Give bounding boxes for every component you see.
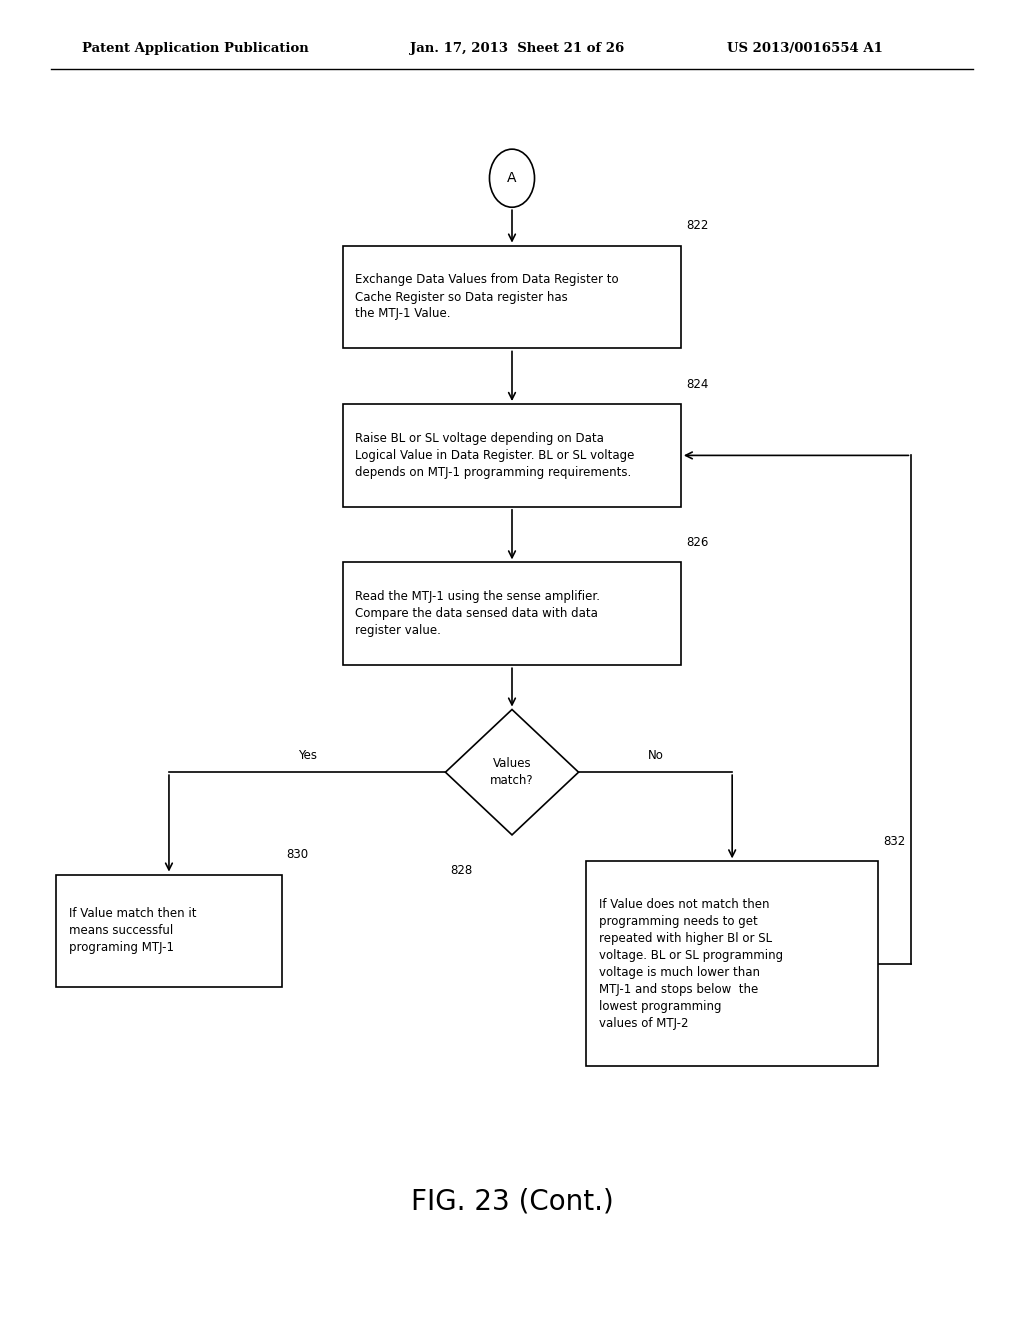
FancyBboxPatch shape bbox=[343, 562, 681, 665]
Text: Exchange Data Values from Data Register to
Cache Register so Data register has
t: Exchange Data Values from Data Register … bbox=[355, 273, 618, 321]
FancyBboxPatch shape bbox=[586, 861, 878, 1067]
Text: 832: 832 bbox=[883, 836, 905, 847]
Polygon shape bbox=[445, 710, 579, 836]
Text: Jan. 17, 2013  Sheet 21 of 26: Jan. 17, 2013 Sheet 21 of 26 bbox=[410, 42, 624, 55]
Text: FIG. 23 (Cont.): FIG. 23 (Cont.) bbox=[411, 1187, 613, 1216]
Circle shape bbox=[489, 149, 535, 207]
Text: No: No bbox=[647, 748, 664, 762]
Text: 826: 826 bbox=[686, 536, 709, 549]
Text: A: A bbox=[507, 172, 517, 185]
Text: 828: 828 bbox=[451, 865, 473, 876]
FancyBboxPatch shape bbox=[56, 874, 282, 987]
Text: Values
match?: Values match? bbox=[490, 758, 534, 787]
Text: If Value does not match then
programming needs to get
repeated with higher Bl or: If Value does not match then programming… bbox=[598, 898, 782, 1030]
Text: Read the MTJ-1 using the sense amplifier.
Compare the data sensed data with data: Read the MTJ-1 using the sense amplifier… bbox=[355, 590, 600, 638]
Text: 822: 822 bbox=[686, 219, 709, 232]
Text: US 2013/0016554 A1: US 2013/0016554 A1 bbox=[727, 42, 883, 55]
Text: 830: 830 bbox=[287, 849, 309, 862]
Text: Yes: Yes bbox=[298, 748, 316, 762]
Text: If Value match then it
means successful
programing MTJ-1: If Value match then it means successful … bbox=[69, 907, 197, 954]
FancyBboxPatch shape bbox=[343, 246, 681, 348]
Text: 824: 824 bbox=[686, 378, 709, 391]
Text: Patent Application Publication: Patent Application Publication bbox=[82, 42, 308, 55]
Text: Raise BL or SL voltage depending on Data
Logical Value in Data Register. BL or S: Raise BL or SL voltage depending on Data… bbox=[355, 432, 635, 479]
FancyBboxPatch shape bbox=[343, 404, 681, 507]
